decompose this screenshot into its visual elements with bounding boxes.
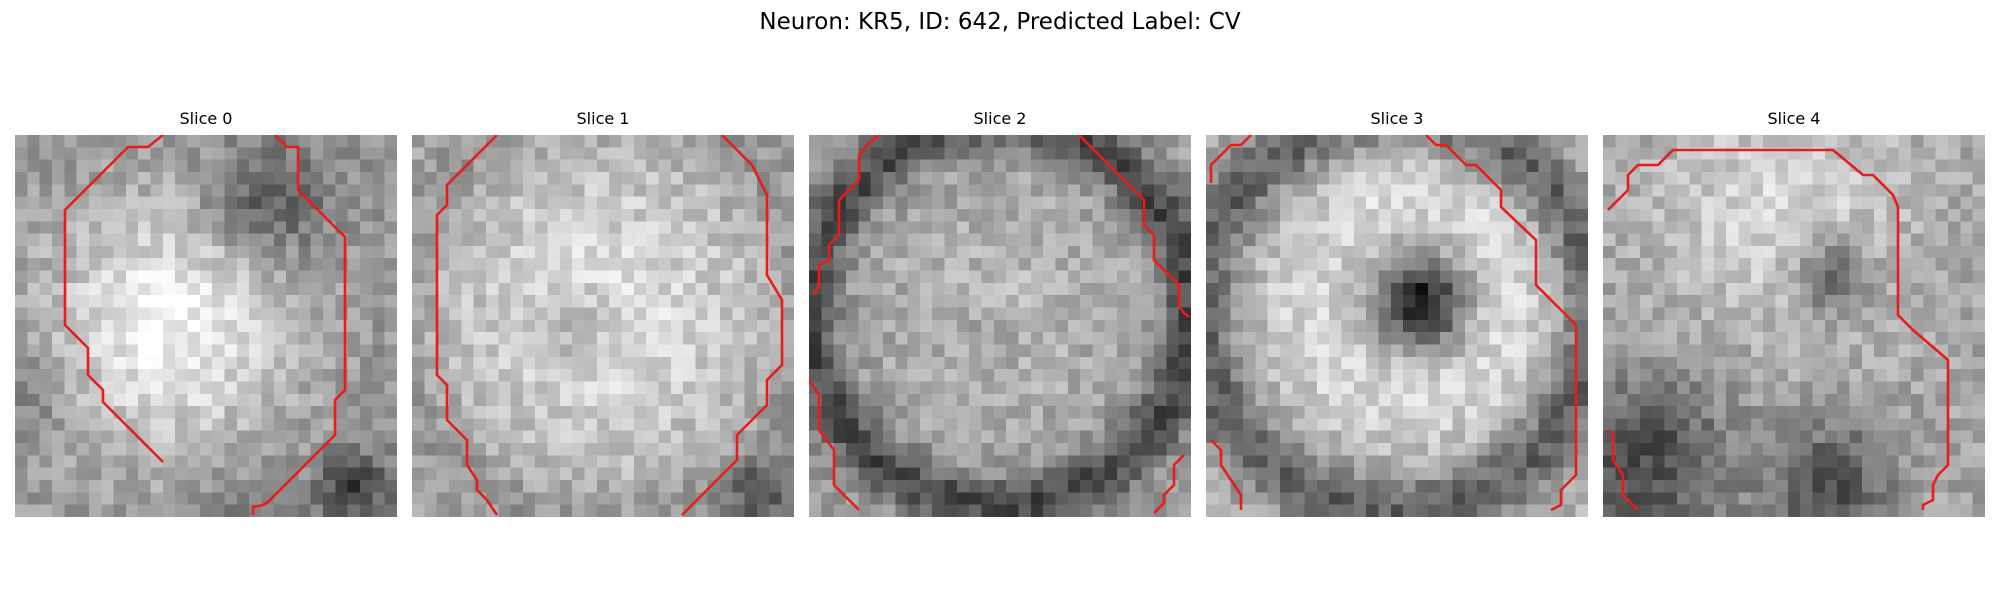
slice-title: Slice 2 xyxy=(973,109,1027,128)
slice-image xyxy=(412,135,794,517)
slice-image xyxy=(809,135,1191,517)
figure-title: Neuron: KR5, ID: 642, Predicted Label: C… xyxy=(759,9,1241,35)
slice-title: Slice 3 xyxy=(1370,109,1424,128)
slice-image xyxy=(15,135,397,517)
slice-title: Slice 0 xyxy=(179,109,233,128)
slice-image xyxy=(1206,135,1588,517)
slice-image xyxy=(1603,135,1985,517)
slice-title: Slice 4 xyxy=(1767,109,1821,128)
slice-title: Slice 1 xyxy=(576,109,630,128)
